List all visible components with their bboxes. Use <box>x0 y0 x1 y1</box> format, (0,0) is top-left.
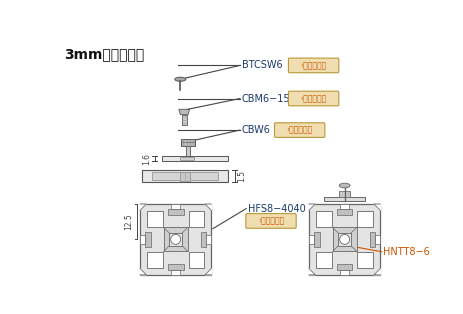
Text: CBW6: CBW6 <box>242 125 270 135</box>
Bar <box>188 252 204 268</box>
Bar <box>162 156 228 161</box>
Bar <box>316 211 332 227</box>
Polygon shape <box>179 109 190 115</box>
Text: ›商品ページ: ›商品ページ <box>300 61 327 70</box>
Bar <box>147 211 163 227</box>
Text: ›商品ページ: ›商品ページ <box>287 126 313 135</box>
Bar <box>200 232 206 247</box>
Bar <box>140 235 145 244</box>
Bar <box>339 191 350 197</box>
Text: ›商品ページ: ›商品ページ <box>258 216 284 225</box>
Bar <box>369 232 375 247</box>
Polygon shape <box>205 204 211 210</box>
Bar <box>309 204 380 275</box>
FancyBboxPatch shape <box>288 58 339 73</box>
Text: 1.5: 1.5 <box>238 170 247 182</box>
Bar <box>340 270 349 275</box>
Bar <box>180 157 194 160</box>
Bar <box>337 264 352 270</box>
FancyBboxPatch shape <box>275 123 325 138</box>
Polygon shape <box>205 268 211 275</box>
Ellipse shape <box>339 183 350 188</box>
Bar <box>206 235 211 244</box>
FancyBboxPatch shape <box>246 214 296 228</box>
Circle shape <box>171 235 181 244</box>
Ellipse shape <box>175 77 186 81</box>
Bar <box>168 209 183 215</box>
Text: ›商品ページ: ›商品ページ <box>300 94 327 103</box>
Bar <box>181 138 195 146</box>
Polygon shape <box>374 204 380 210</box>
Text: HNTT8−6: HNTT8−6 <box>383 247 430 257</box>
Bar <box>163 227 188 252</box>
Bar <box>340 204 349 209</box>
Bar <box>357 252 373 268</box>
Bar <box>314 232 319 247</box>
Text: BTCSW6: BTCSW6 <box>242 60 282 70</box>
Text: 3mmプレート用: 3mmプレート用 <box>64 48 144 62</box>
Bar <box>186 146 190 159</box>
Bar <box>169 233 182 246</box>
Bar <box>168 264 183 270</box>
Bar <box>182 115 187 126</box>
Bar <box>357 211 373 227</box>
Bar <box>140 204 211 275</box>
Bar <box>309 235 314 244</box>
Bar <box>338 233 351 246</box>
Bar <box>332 227 357 252</box>
Bar <box>145 232 151 247</box>
Polygon shape <box>374 268 380 275</box>
Text: CBM6−15: CBM6−15 <box>242 94 290 104</box>
Bar <box>324 197 365 201</box>
Polygon shape <box>140 204 146 210</box>
Bar <box>152 172 218 180</box>
FancyBboxPatch shape <box>288 91 339 106</box>
Text: HFS8−4040: HFS8−4040 <box>248 203 306 214</box>
Text: 1.6: 1.6 <box>143 153 152 165</box>
Bar <box>188 211 204 227</box>
Bar <box>171 270 180 275</box>
Bar <box>142 170 228 182</box>
Polygon shape <box>309 268 315 275</box>
Polygon shape <box>309 204 315 210</box>
Bar <box>147 252 163 268</box>
Circle shape <box>340 235 350 244</box>
Bar <box>171 204 180 209</box>
Bar <box>316 252 332 268</box>
Polygon shape <box>140 268 146 275</box>
Bar <box>337 209 352 215</box>
Bar <box>180 172 190 181</box>
Bar <box>375 235 380 244</box>
Text: 12.5: 12.5 <box>124 213 133 230</box>
